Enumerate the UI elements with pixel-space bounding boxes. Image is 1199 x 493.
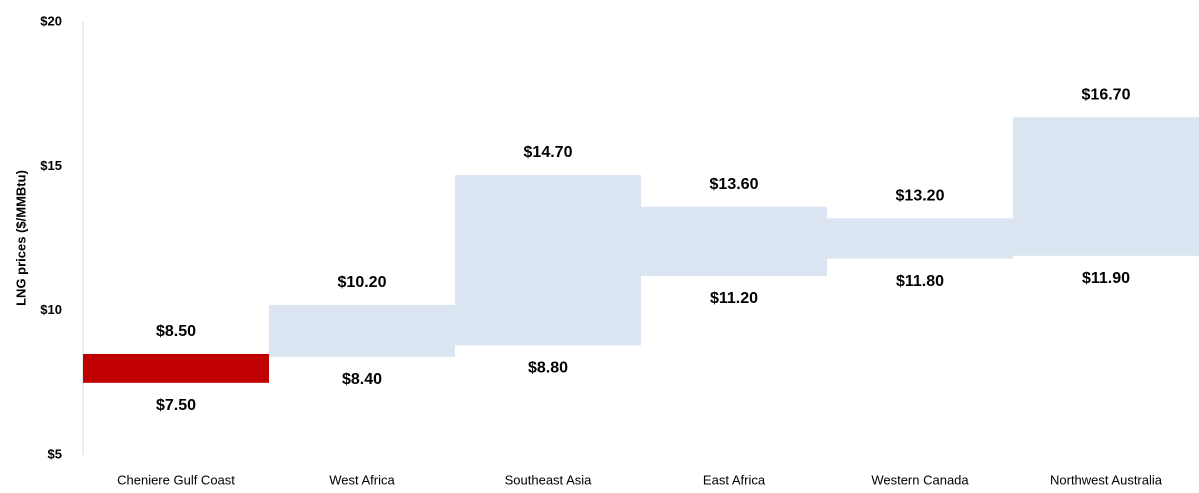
high-label: $10.20 [338,274,387,291]
y-tick-label: $20 [40,13,62,28]
low-label: $11.80 [896,273,944,290]
y-tick-label: $10 [40,302,62,317]
low-label: $8.80 [528,360,568,377]
high-label: $8.50 [156,323,196,340]
x-tick-label: Cheniere Gulf Coast [117,472,235,487]
x-tick-label: Northwest Australia [1050,472,1163,487]
bar [455,174,641,346]
low-label: $11.90 [1082,270,1130,287]
bar [827,218,1013,259]
x-tick-label: Southeast Asia [505,472,592,487]
low-label: $8.40 [342,371,382,388]
y-tick-label: $15 [40,158,62,173]
y-tick-label: $5 [48,446,62,461]
x-tick-label: West Africa [329,472,395,487]
low-label: $11.20 [710,290,758,307]
high-label: $13.20 [896,188,945,205]
bar [1013,117,1199,256]
bar [83,353,269,383]
high-label: $16.70 [1082,86,1131,103]
y-axis-label: LNG prices ($/MMBtu) [13,170,28,306]
x-tick-label: East Africa [703,472,766,487]
high-label: $13.60 [710,176,759,193]
bar [269,304,455,357]
high-label: $14.70 [524,144,573,161]
bar [641,206,827,277]
low-label: $7.50 [156,397,196,414]
x-tick-label: Western Canada [871,472,969,487]
